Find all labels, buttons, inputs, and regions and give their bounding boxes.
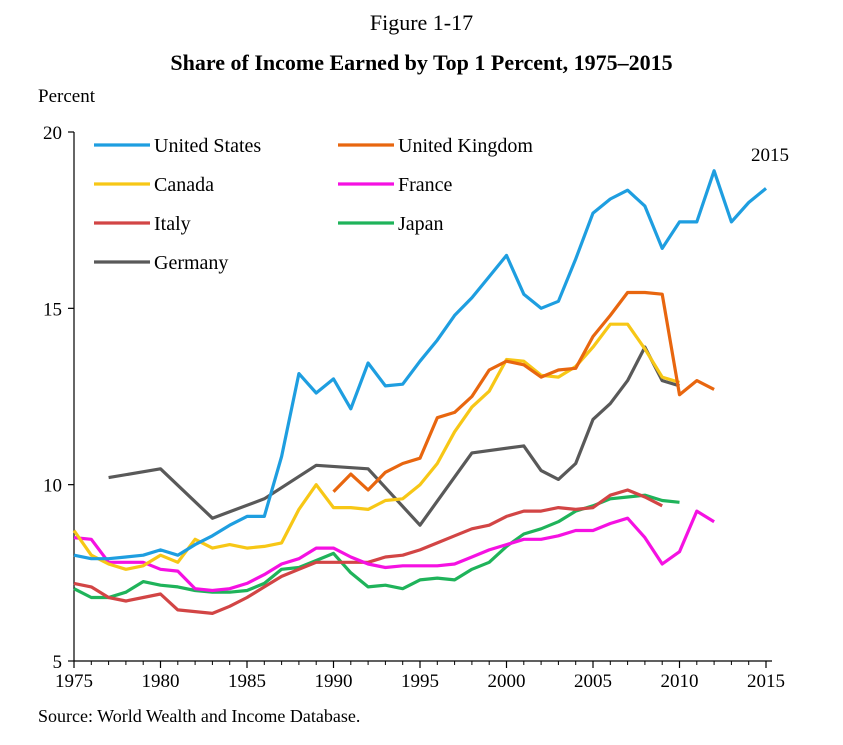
legend-label: United States <box>154 135 261 157</box>
x-tick: 1990 <box>315 661 353 692</box>
x-tick-label: 2015 <box>747 671 785 692</box>
series-line-canada <box>72 322 680 571</box>
series-line-japan <box>73 493 680 600</box>
legend-label: Japan <box>398 213 444 235</box>
legend-entry-united-kingdom: United Kingdom <box>338 135 533 157</box>
x-tick: 2015 <box>747 661 785 692</box>
source-note: Source: World Wealth and Income Database… <box>38 706 361 726</box>
y-tick: 5 <box>53 652 74 673</box>
x-tick-label: 2010 <box>661 671 699 692</box>
x-tick: 1980 <box>142 661 180 692</box>
x-tick-label: 2005 <box>574 671 612 692</box>
x-tick: 2000 <box>488 661 526 692</box>
y-tick: 15 <box>43 299 74 320</box>
chart-title: Share of Income Earned by Top 1 Percent,… <box>170 50 673 75</box>
legend-entry-canada: Canada <box>94 174 214 196</box>
x-tick-label: 1990 <box>315 671 353 692</box>
y-tick: 10 <box>43 476 74 497</box>
series-line-france <box>73 509 715 593</box>
legend-label: France <box>398 174 453 196</box>
x-tick-label: 1995 <box>401 671 439 692</box>
x-tick: 1995 <box>401 661 439 692</box>
series-line-germany <box>108 345 680 527</box>
legend-entry-united-states: United States <box>94 135 261 157</box>
legend-label: Germany <box>154 252 228 274</box>
x-tick-label: 1985 <box>228 671 266 692</box>
x-tick: 1985 <box>228 661 266 692</box>
legend-label: Italy <box>154 213 191 235</box>
x-tick: 2010 <box>661 661 699 692</box>
axes: 5 10 15 20 1975 1980 1985 1990 1995 2000 2005 2010 2… <box>43 123 785 692</box>
series-line-united-states <box>73 169 768 561</box>
y-tick-label: 5 <box>53 652 63 673</box>
y-tick-label: 20 <box>43 123 62 144</box>
year-annotation: 2015 <box>751 145 789 166</box>
y-tick: 20 <box>43 123 74 144</box>
x-tick-label: 1975 <box>55 671 93 692</box>
legend: United States United Kingdom Canada France I… <box>94 135 533 274</box>
y-tick-label: 15 <box>43 299 62 320</box>
series-line-united-kingdom <box>332 290 715 493</box>
x-tick: 2005 <box>574 661 612 692</box>
legend-entry-germany: Germany <box>94 252 228 274</box>
legend-entry-japan: Japan <box>338 213 444 235</box>
legend-label: Canada <box>154 174 214 196</box>
y-tick-label: 10 <box>43 476 62 497</box>
x-tick-label: 2000 <box>488 671 526 692</box>
x-tick-label: 1980 <box>142 671 180 692</box>
legend-label: United Kingdom <box>398 135 533 157</box>
legend-entry-france: France <box>338 174 453 196</box>
series-layer <box>72 169 768 616</box>
figure-label: Figure 1-17 <box>369 10 474 35</box>
x-tick: 1975 <box>55 661 93 692</box>
legend-entry-italy: Italy <box>94 213 191 235</box>
y-axis-label: Percent <box>38 86 95 107</box>
